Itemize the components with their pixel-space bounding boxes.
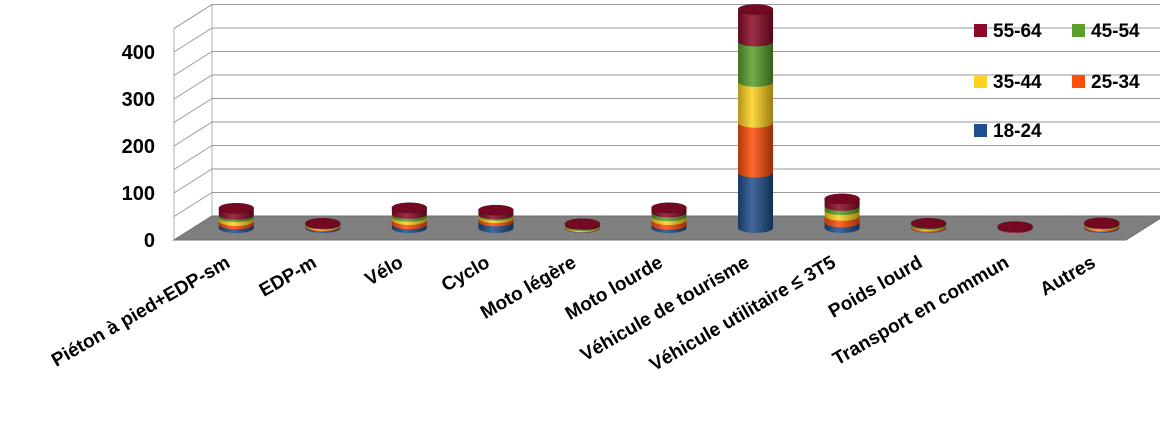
gridline [173,51,1160,76]
bar-top-cap [1083,217,1120,229]
y-axis-ticks: 0 100 200 300 400 [122,42,155,252]
y-tick-label: 0 [144,230,155,252]
bar-top-cap [651,202,687,214]
bar-stack [1083,217,1120,234]
legend-label: 35-44 [993,72,1042,93]
bar-segment-55-64 [738,9,774,47]
bar-top-cap [305,218,341,229]
gridline [173,27,1160,53]
legend-label: 55-64 [993,21,1042,42]
bar-segment-25-34 [738,122,774,178]
gridline [173,192,1160,217]
bar-stack [824,193,860,234]
bar-stack [737,4,774,234]
legend-item: 35-44 [974,72,1042,93]
bar-stack [305,218,341,234]
bar-top-cap [391,202,428,214]
x-category-label: Autres [1037,252,1100,300]
gridline [173,74,1160,100]
legend-swatch [1072,24,1085,37]
bar-stack [651,202,687,234]
bar-stack [997,221,1033,233]
bar-top-cap [997,221,1033,232]
legend-swatch [1072,75,1085,88]
y-tick-label: 300 [122,89,155,111]
bar-stack [564,218,601,234]
legend-swatch [974,124,987,137]
bar-top-cap [824,193,860,205]
bar-stack [478,204,514,233]
bar-top-cap [910,218,947,229]
x-category-label: Cyclo [438,252,493,296]
bar-stack [391,202,428,234]
gridline [173,4,1160,29]
bar-segment-35-44 [738,81,774,128]
x-category-label: EDP-m [256,252,320,301]
legend-item: 45-54 [1072,21,1140,42]
legend: 55-64 45-54 35-44 25-34 18-24 [974,21,1140,142]
bar-segment-45-54 [738,41,774,87]
gridline [173,145,1160,170]
bar-stack [218,203,255,234]
legend-item: 25-34 [1072,72,1140,93]
gridline [173,98,1160,123]
bar-stack [910,218,947,234]
bar-segment-18-24 [738,172,774,234]
y-tick-label: 100 [122,183,155,205]
legend-label: 45-54 [1091,21,1140,42]
legend-label: 25-34 [1091,72,1140,93]
bars [218,4,1120,234]
x-category-label: Vélo [362,252,407,290]
y-tick-label: 200 [122,136,155,158]
legend-item: 18-24 [974,121,1042,142]
legend-item: 55-64 [974,21,1042,42]
y-tick-label: 400 [122,42,155,64]
x-category-label: Piéton à pied+EDP-sm [48,252,234,371]
legend-label: 18-24 [993,121,1042,142]
legend-swatch [974,75,987,88]
bar-top-cap [737,4,774,15]
bar-top-cap [478,204,514,216]
gridlines [173,4,1160,217]
gridline [173,168,1160,194]
gridline [173,121,1160,147]
bar-top-cap [218,203,255,214]
legend-swatch [974,24,987,37]
bar-top-cap [564,218,601,230]
